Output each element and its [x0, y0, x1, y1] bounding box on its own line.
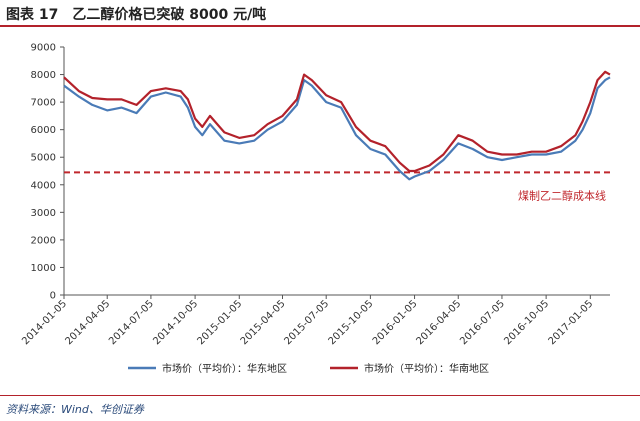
series-group [63, 70, 611, 181]
chart-axes [63, 47, 610, 296]
y-tick-label: 1000 [31, 263, 56, 274]
x-tick-label: 2014-04-05 [63, 298, 112, 347]
header: 图表 17 乙二醇价格已突破 8000 元/吨 [0, 0, 640, 27]
y-tick-label: 0 [50, 291, 56, 302]
x-tick-label: 2015-10-05 [327, 298, 376, 347]
x-tick-label: 2016-10-05 [502, 298, 551, 347]
y-tick-label: 7000 [31, 98, 56, 109]
x-tick-label: 2016-07-05 [458, 298, 507, 347]
y-tick-label: 4000 [31, 180, 56, 191]
x-tick-label: 2015-07-05 [282, 298, 331, 347]
reference-line-group: 煤制乙二醇成本线 [64, 171, 610, 202]
y-tick-label: 6000 [31, 125, 56, 136]
cost-line-annotation: 煤制乙二醇成本线 [518, 188, 606, 202]
source-note: 资料来源：Wind、华创证券 [6, 403, 144, 416]
legend-label-south: 市场价（平均价）：华南地区 [364, 362, 489, 375]
header-divider [0, 25, 640, 27]
x-axis-ticks: 2014-01-052014-04-052014-07-052014-10-05… [20, 295, 595, 347]
x-tick-label: 2014-01-05 [20, 298, 69, 347]
y-tick-label: 8000 [31, 70, 56, 81]
line-chart: 0 1000 2000 3000 4000 5000 6000 7000 8000 9000 20… [20, 43, 611, 375]
y-tick-label: 5000 [31, 153, 56, 164]
footer-divider [0, 395, 640, 396]
series-line-south [63, 70, 611, 173]
x-tick-label: 2016-01-05 [371, 298, 420, 347]
x-tick-label: 2015-01-05 [196, 298, 245, 347]
legend: 市场价（平均价）：华东地区 市场价（平均价）：华南地区 [128, 362, 489, 375]
series-line-east [63, 76, 611, 181]
x-tick-label: 2017-01-05 [547, 298, 596, 347]
y-tick-label: 2000 [31, 235, 56, 246]
legend-label-east: 市场价（平均价）：华东地区 [162, 362, 287, 375]
x-tick-label: 2016-04-05 [414, 298, 463, 347]
x-tick-label: 2014-10-05 [151, 298, 200, 347]
x-tick-label: 2014-07-05 [107, 298, 156, 347]
x-tick-label: 2015-04-05 [239, 298, 288, 347]
y-axis-ticks: 0 1000 2000 3000 4000 5000 6000 7000 8000 9000 [31, 43, 64, 302]
chart-title: 图表 17 乙二醇价格已突破 8000 元/吨 [6, 7, 267, 23]
y-tick-label: 9000 [31, 43, 56, 54]
y-tick-label: 3000 [31, 208, 56, 219]
